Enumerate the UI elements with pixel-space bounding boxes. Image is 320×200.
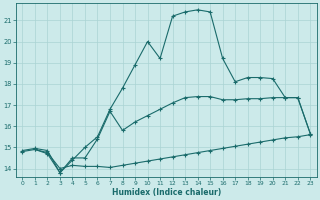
X-axis label: Humidex (Indice chaleur): Humidex (Indice chaleur) bbox=[112, 188, 221, 197]
